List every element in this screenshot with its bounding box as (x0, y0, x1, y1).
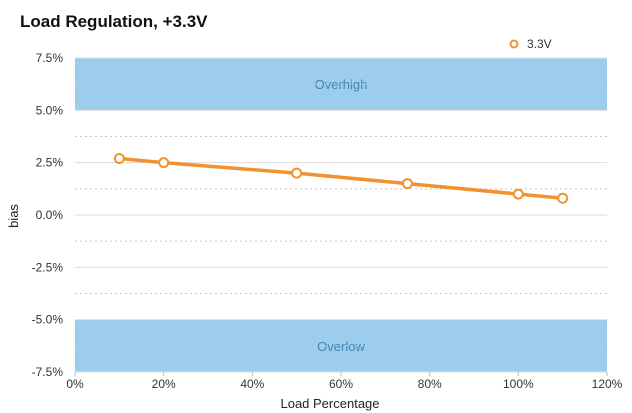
x-tick-label-2: 40% (240, 377, 264, 391)
data-point-0-0[interactable] (113, 152, 125, 164)
legend-marker-0 (509, 39, 519, 49)
x-axis-title: Load Percentage (280, 396, 379, 411)
x-tick-label-0: 0% (66, 377, 84, 391)
legend-layer[interactable]: 3.3V (509, 37, 552, 51)
y-tick-label-2: 2.5% (36, 156, 64, 170)
data-point-0-3[interactable] (402, 178, 413, 190)
y-tick-label-5: -5.0% (32, 313, 64, 327)
x-tick-label-6: 120% (592, 377, 623, 391)
data-point-0-2[interactable] (291, 167, 303, 179)
data-point-0-1[interactable] (158, 157, 170, 169)
data-point-0-5[interactable] (557, 192, 569, 204)
series-line-0 (117, 156, 565, 201)
x-tick-layer: 0% 20% 40% 60% 80% 100% 120% (66, 372, 623, 391)
legend-label-0: 3.3V (527, 37, 552, 51)
x-tick-label-4: 80% (418, 377, 442, 391)
y-tick-label-0: 7.5% (36, 51, 64, 65)
y-tick-label-3: 0.0% (36, 208, 64, 222)
y-tick-label-6: -7.5% (32, 365, 64, 379)
y-tick-layer: 7.5% 5.0% 2.5% 0.0% -2.5% -5.0% -7.5% (32, 51, 64, 379)
series-layer (113, 152, 569, 204)
x-tick-label-3: 60% (329, 377, 353, 391)
y-tick-label-4: -2.5% (32, 260, 64, 274)
x-tick-label-5: 100% (503, 377, 534, 391)
chart-title: Load Regulation, +3.3V (20, 12, 208, 31)
y-axis-title: bias (6, 204, 21, 228)
data-point-0-4[interactable] (512, 188, 524, 200)
y-tick-label-1: 5.0% (36, 103, 64, 117)
x-tick-label-1: 20% (152, 377, 176, 391)
